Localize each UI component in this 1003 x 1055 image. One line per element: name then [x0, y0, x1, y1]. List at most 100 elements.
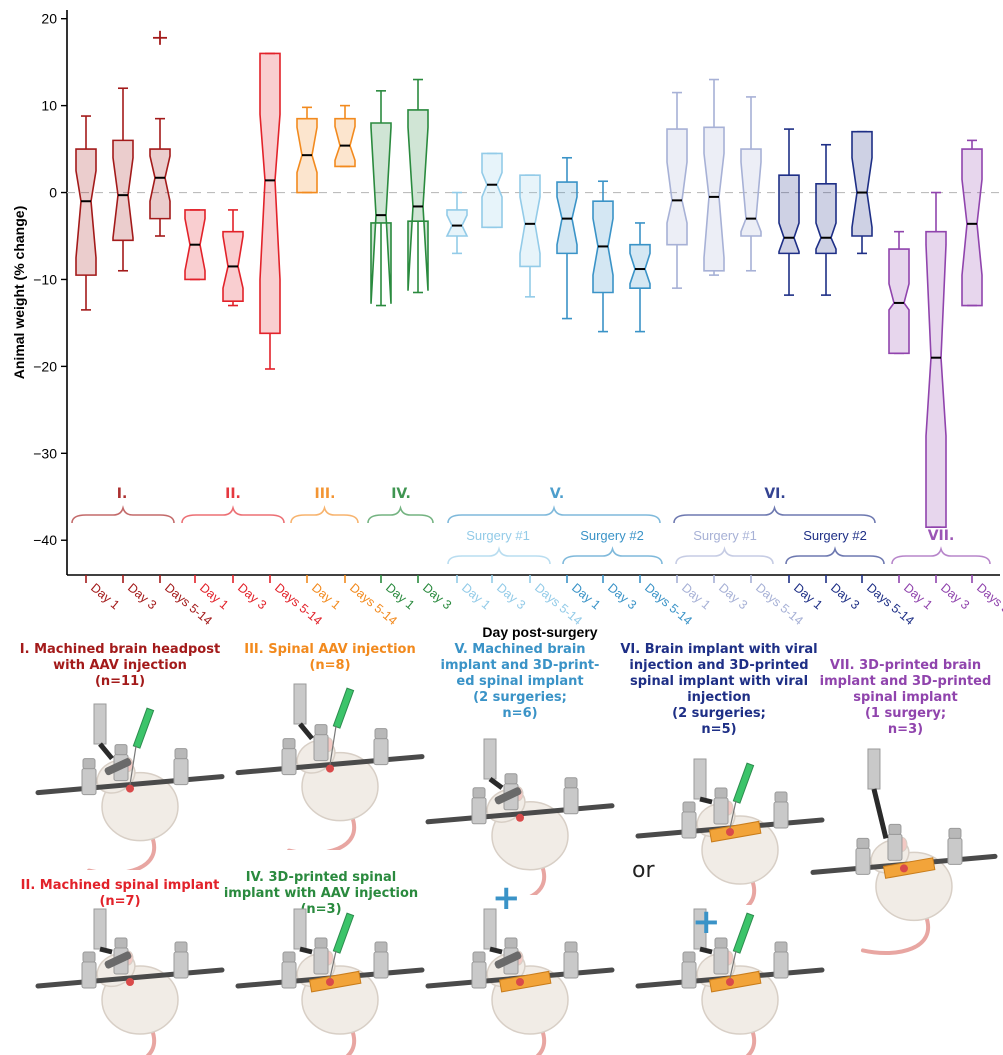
implant-plate — [498, 970, 552, 993]
box-body — [666, 128, 688, 246]
box-22 — [851, 130, 873, 255]
stereotax-knob — [374, 728, 388, 740]
stereotax-clamp — [471, 961, 487, 989]
headpost — [494, 951, 522, 969]
y-tick-label: 0 — [49, 185, 57, 201]
box-14 — [556, 156, 578, 320]
stereotax-clamp — [373, 738, 389, 766]
implant-plate — [708, 970, 762, 993]
stereotax-knob — [774, 791, 788, 803]
syringe — [732, 912, 755, 954]
box-4 — [184, 209, 206, 281]
stereotax-clamp — [173, 758, 189, 786]
x-tick-label: Day 3 — [235, 581, 269, 613]
mouse-illustration-V-2 — [425, 908, 615, 1055]
stereotax-clamp — [313, 947, 329, 975]
group-brace — [891, 546, 991, 565]
group-label: II. — [225, 486, 241, 502]
panel-VII-line-2: implant and 3D-printed — [819, 674, 992, 689]
stereotax-clamp — [681, 811, 697, 839]
box-23 — [888, 230, 910, 355]
stereotax-clamp — [563, 951, 579, 979]
manipulator-arm — [483, 738, 497, 780]
stereotax-knob — [682, 801, 696, 813]
mouse-tail — [145, 1028, 157, 1055]
x-tick-label: Day 3 — [828, 581, 862, 613]
stereotax-knob — [174, 941, 188, 953]
stereotax-bar — [425, 803, 615, 825]
stereotax-knob — [888, 823, 902, 835]
manipulator-arm — [93, 703, 107, 745]
panel-IV-line-3: (n=3) — [300, 902, 342, 917]
stereotax-clamp — [281, 748, 297, 776]
subgroup-brace — [675, 546, 774, 565]
syringe — [732, 762, 755, 804]
stereotax-clamp — [373, 951, 389, 979]
box-body — [629, 243, 651, 289]
syringe-needle — [329, 725, 337, 765]
manipulator-probe — [299, 946, 313, 955]
syringe-needle — [329, 950, 337, 979]
mouse-illustration-VII — [810, 748, 998, 955]
manipulator-probe — [699, 946, 713, 955]
stereotax-knob — [504, 937, 518, 949]
group-brace — [71, 505, 175, 524]
mouse-tail — [745, 878, 757, 905]
stereotax-knob — [314, 724, 328, 736]
manipulator-arm — [693, 758, 707, 800]
mouse-tail — [287, 814, 357, 850]
x-axis-label: Day post-surgery — [482, 624, 597, 640]
x-tick-label: Day 3 — [605, 581, 639, 613]
group-label: VII. — [928, 528, 955, 544]
stereotax-knob — [564, 941, 578, 953]
mouse-illustration-I — [35, 703, 225, 870]
stereotax-knob — [774, 941, 788, 953]
mouse-tail — [345, 1028, 357, 1055]
panel-III-line-1: III. Spinal AAV injection — [244, 642, 416, 657]
syringe — [132, 707, 155, 749]
stereotax-clamp — [471, 797, 487, 825]
y-tick-label: 10 — [41, 98, 57, 114]
mouse-illustration-VI-2 — [635, 908, 825, 1055]
stereotax-knob — [948, 827, 962, 839]
subgroup-label: Surgery #1 — [693, 528, 757, 543]
syringe-needle — [729, 800, 737, 829]
panel-VI-line-1: VI. Brain implant with viral — [620, 642, 818, 657]
box-body — [888, 248, 910, 355]
manipulator-arm — [93, 908, 107, 950]
stereotax-clamp — [855, 847, 871, 875]
stereotax-knob — [714, 937, 728, 949]
box-13 — [519, 174, 541, 298]
panel-VII-line-4: (1 surgery; — [864, 706, 947, 721]
panel-VI-line-3: spinal implant with viral — [629, 674, 809, 689]
box-body — [445, 209, 469, 237]
x-tick-label: Day 1 — [88, 581, 122, 613]
mouse-tail — [745, 1028, 757, 1055]
headpost — [494, 787, 522, 805]
box-24 — [925, 191, 947, 528]
x-tick-label: Day 3 — [125, 581, 159, 613]
injection-site — [126, 784, 134, 793]
stereotax-clamp — [773, 951, 789, 979]
manipulator-arm — [293, 908, 307, 950]
stereotax-clamp — [773, 801, 789, 829]
stereotax-knob — [564, 777, 578, 789]
mouse-tail — [529, 863, 547, 895]
subgroup-label: Surgery #2 — [580, 528, 644, 543]
manipulator-probe — [98, 742, 114, 761]
box-19 — [740, 96, 762, 272]
stereotax-knob — [472, 951, 486, 963]
box-body — [370, 122, 392, 304]
box-17 — [666, 91, 688, 289]
y-tick-label: 20 — [41, 11, 57, 27]
group-brace — [181, 505, 285, 524]
box-body — [407, 109, 429, 291]
box-2 — [112, 87, 134, 272]
group-label: V. — [550, 486, 564, 502]
box-body — [259, 52, 281, 335]
group-label: IV. — [391, 486, 411, 502]
box-21 — [815, 143, 837, 296]
stereotax-knob — [114, 937, 128, 949]
stereotax-clamp — [281, 961, 297, 989]
panel-I-line-1: I. Machined brain headpost — [19, 642, 221, 657]
